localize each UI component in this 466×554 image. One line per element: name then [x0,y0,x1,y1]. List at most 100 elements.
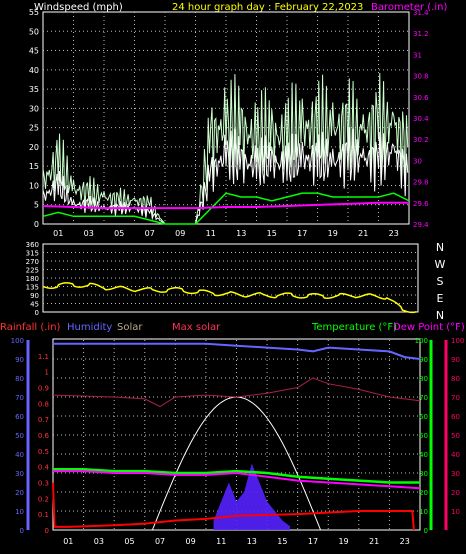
rain-tick-label: 0 [45,527,49,535]
humidity-tick-label: 20 [15,489,24,497]
baro-y-tick-label: 29.6 [413,200,429,208]
lower-x-ticks: 01 03 05 07 09 11 13 15 17 19 21 23 [63,537,410,546]
rain-tick-label: 0.7 [38,416,49,424]
wind-average-line [42,192,410,225]
rain-tick-label: 0.3 [38,480,49,488]
direction-y-tick-label: 135 [26,284,39,292]
humidity-legend: Humidity [67,322,112,333]
dewpoint-axis-title: Dew Point (°F) [393,322,465,333]
rain-tick-label: 0.2 [38,495,49,503]
wind-y-tick-label: 35 [29,85,39,94]
direction-y-tick-label: 315 [26,250,39,258]
rain-tick-label: 1.1 [38,353,49,361]
wind-y-tick-label: 5 [34,201,39,210]
lower-x-tick-label: 01 [63,537,73,546]
dewpoint-tick-label: 100 [451,337,464,345]
lower-x-tick-label: 19 [338,537,348,546]
compass-label: N [436,241,444,254]
rain-tick-label: 0.9 [38,385,49,393]
wind-series [42,73,410,225]
baro-y-ticks: 29.4 29.6 29.8 30 30.2 30.4 30.6 30.8 31 31.2 31.4 [413,9,429,229]
wind-y-tick-label: 10 [29,181,39,190]
temperature-tick-label: 20 [419,489,428,497]
lower-x-tick-label: 09 [186,537,196,546]
compass-label: E [437,292,444,305]
lower-x-tick-label: 03 [94,537,104,546]
lower-x-tick-label: 23 [400,537,410,546]
wind-x-tick-label: 21 [358,229,368,238]
wind-y-tick-label: 25 [29,124,39,133]
direction-y-tick-label: 270 [26,258,39,266]
wind-x-tick-label: 17 [297,229,307,238]
wind-x-tick-label: 05 [114,229,124,238]
wind-x-tick-label: 19 [328,229,338,238]
compass-label: W [435,258,446,271]
wind-y-ticks: 0 5 10 15 20 25 30 35 40 45 50 55 [29,8,39,229]
lower-x-tick-label: 21 [369,537,379,546]
humidity-tick-label: 50 [15,432,24,440]
humidity-tick-label: 70 [15,394,24,402]
compass-label: N [436,309,444,322]
humidity-tick-label: 10 [15,508,24,516]
humidity-tick-label: 100 [11,337,24,345]
graph-title: 24 hour graph day : February 22,2023 [172,2,363,13]
wind-x-tick-label: 13 [236,229,246,238]
wind-x-tick-label: 07 [145,229,155,238]
lower-x-tick-label: 07 [155,537,165,546]
rain-line [52,482,415,531]
lower-x-tick-label: 13 [247,537,257,546]
direction-y-tick-label: 45 [30,301,39,309]
baro-y-tick-label: 30.4 [413,115,429,123]
rain-tick-label: 1 [45,369,49,377]
baro-axis-title: Barometer (.in) [371,2,447,13]
direction-y-tick-label: 360 [26,241,39,249]
rain-tick-label: 0.8 [38,400,49,408]
direction-series [42,282,417,314]
wind-x-tick-label: 15 [267,229,277,238]
humidity-tick-label: 90 [15,356,24,364]
dewpoint-tick-label: 20 [451,489,460,497]
wind-x-tick-label: 09 [175,229,185,238]
temperature-tick-label: 90 [419,356,428,364]
lower-x-tick-label: 15 [277,537,287,546]
rain-tick-label: 0.5 [38,448,49,456]
direction-y-tick-label: 0 [35,309,39,317]
humidity-tick-label: 40 [15,451,24,459]
baro-y-tick-label: 30.8 [413,73,429,81]
rain-tick-label: 0.4 [38,464,50,472]
dewpoint-tick-label: 80 [451,375,460,383]
wind-y-tick-label: 15 [29,162,39,171]
wind-y-tick-label: 45 [29,47,39,56]
wind-x-tick-label: 11 [206,229,216,238]
dewpoint-tick-label: 10 [451,508,460,516]
wind-y-tick-label: 55 [29,8,39,17]
rain-tick-label: 0.1 [38,511,49,519]
temperature-tick-label: 10 [419,508,428,516]
wind-y-tick-label: 40 [29,66,39,75]
maxsolar-legend: Max solar [172,322,221,333]
temperature-tick-label: 60 [419,413,428,421]
lower-series [52,342,421,531]
dewpoint-tick-label: 30 [451,470,460,478]
humidity-tick-label: 0 [20,527,24,535]
dewpoint-tick-label: 90 [451,356,460,364]
lower-x-tick-label: 17 [308,537,318,546]
wind-x-tick-label: 23 [389,229,399,238]
temperature-tick-label: 50 [419,432,428,440]
baro-y-tick-label: 29.4 [413,221,429,229]
temperature-line [53,467,420,484]
max-solar-line [52,377,421,408]
baro-y-tick-label: 31 [413,51,422,59]
wind-y-tick-label: 50 [29,27,39,36]
wind-x-tick-label: 01 [53,229,63,238]
solar-observed-area [213,463,291,530]
humidity-tick-label: 80 [15,375,24,383]
wind-x-ticks: 01 03 05 07 09 11 13 15 17 19 21 23 [53,229,399,238]
dewpoint-tick-label: 50 [451,432,460,440]
humidity-tick-label: 30 [15,470,24,478]
solar-legend: Solar [117,322,143,333]
